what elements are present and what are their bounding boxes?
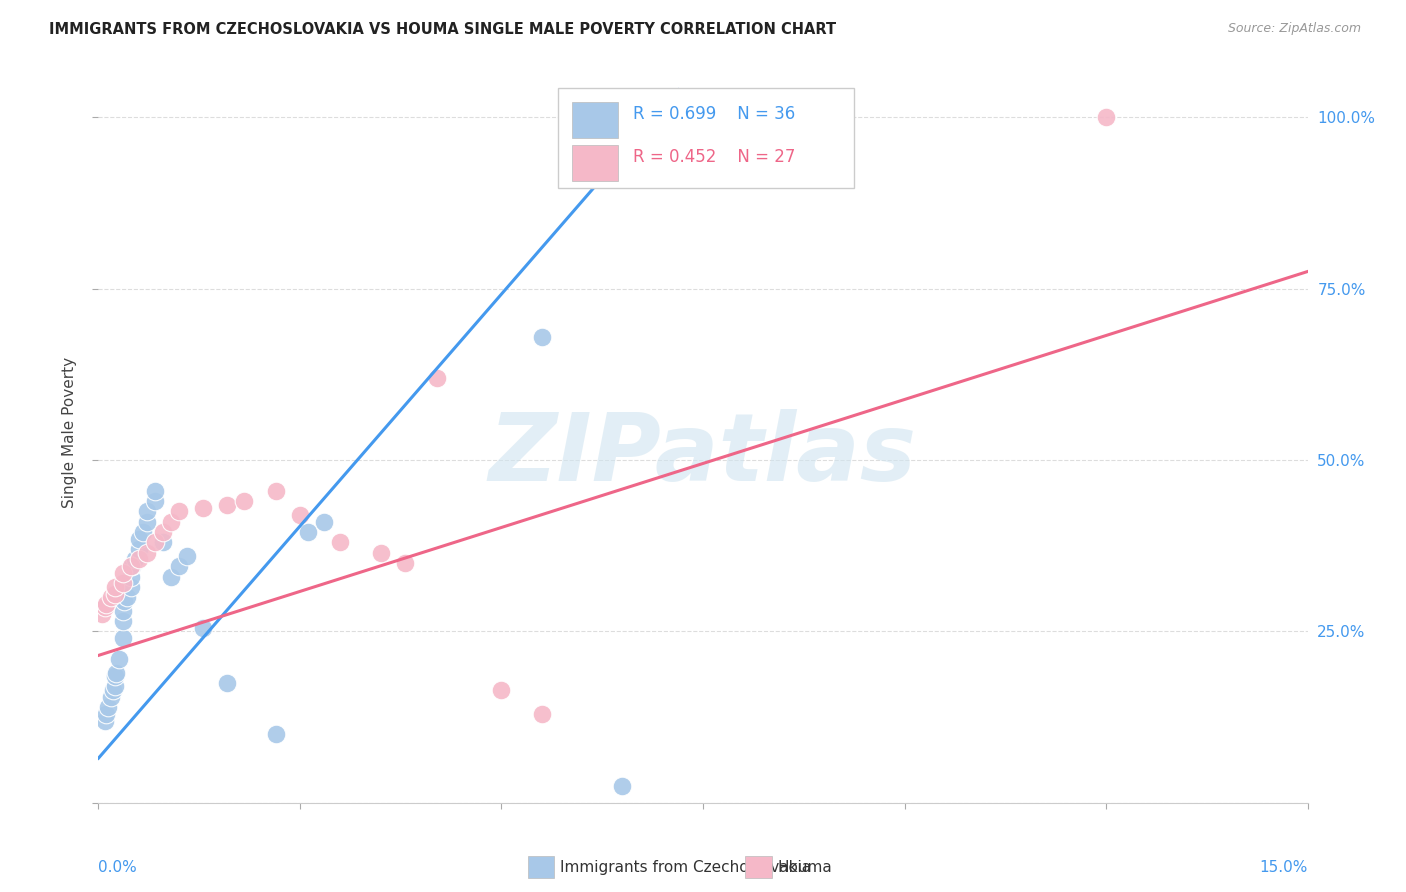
Point xyxy=(160,569,183,583)
Point xyxy=(288,508,311,522)
Point xyxy=(128,542,150,557)
Point xyxy=(143,483,166,498)
Point xyxy=(121,559,143,574)
Point xyxy=(612,779,634,793)
Point xyxy=(160,515,183,529)
Point xyxy=(135,545,157,559)
Point xyxy=(105,665,128,680)
Point xyxy=(96,706,118,721)
Text: Source: ZipAtlas.com: Source: ZipAtlas.com xyxy=(1227,22,1361,36)
FancyBboxPatch shape xyxy=(558,88,855,188)
Point xyxy=(167,504,190,518)
Point xyxy=(97,699,120,714)
Text: ZIPatlas: ZIPatlas xyxy=(489,409,917,500)
Point xyxy=(135,504,157,518)
Point xyxy=(96,597,118,611)
Text: 0.0%: 0.0% xyxy=(98,860,138,875)
Point xyxy=(103,587,125,601)
Point xyxy=(152,535,174,549)
Point xyxy=(176,549,198,563)
Point xyxy=(100,590,122,604)
Point xyxy=(232,494,254,508)
Point xyxy=(103,679,125,693)
Point xyxy=(107,652,129,666)
Point xyxy=(426,371,449,385)
Point xyxy=(297,524,319,539)
Text: Immigrants from Czechoslovakia: Immigrants from Czechoslovakia xyxy=(561,860,811,875)
Point xyxy=(143,535,166,549)
FancyBboxPatch shape xyxy=(527,856,554,879)
Point xyxy=(152,524,174,539)
Text: IMMIGRANTS FROM CZECHOSLOVAKIA VS HOUMA SINGLE MALE POVERTY CORRELATION CHART: IMMIGRANTS FROM CZECHOSLOVAKIA VS HOUMA … xyxy=(49,22,837,37)
Point xyxy=(167,559,190,574)
FancyBboxPatch shape xyxy=(745,856,772,879)
Point xyxy=(94,600,117,615)
Point xyxy=(329,535,352,549)
Point xyxy=(132,524,155,539)
Point xyxy=(111,604,134,618)
Point xyxy=(101,682,124,697)
Point xyxy=(100,690,122,704)
Point xyxy=(1095,110,1118,124)
Point xyxy=(94,714,117,728)
Point xyxy=(128,552,150,566)
Point xyxy=(111,576,134,591)
Point xyxy=(103,580,125,594)
Text: R = 0.699    N = 36: R = 0.699 N = 36 xyxy=(633,105,796,123)
Point xyxy=(491,682,513,697)
Point xyxy=(264,727,287,741)
Point xyxy=(120,580,142,594)
Point xyxy=(124,552,146,566)
Point xyxy=(112,593,135,607)
FancyBboxPatch shape xyxy=(572,103,619,138)
Point xyxy=(217,498,239,512)
Text: Houma: Houma xyxy=(778,860,832,875)
FancyBboxPatch shape xyxy=(572,145,619,181)
Point xyxy=(111,566,134,581)
Point xyxy=(530,329,553,343)
Text: R = 0.452    N = 27: R = 0.452 N = 27 xyxy=(633,148,796,166)
Point xyxy=(530,706,553,721)
Point xyxy=(111,614,134,628)
Y-axis label: Single Male Poverty: Single Male Poverty xyxy=(62,357,77,508)
Point xyxy=(115,590,138,604)
Text: 15.0%: 15.0% xyxy=(1260,860,1308,875)
Point xyxy=(264,483,287,498)
Point xyxy=(120,569,142,583)
Point xyxy=(111,632,134,646)
Point xyxy=(193,621,215,635)
Point xyxy=(193,501,215,516)
Point xyxy=(394,556,416,570)
Point xyxy=(128,532,150,546)
Point xyxy=(370,545,392,559)
Point xyxy=(120,559,142,574)
Point xyxy=(91,607,114,622)
Point xyxy=(143,494,166,508)
Point xyxy=(314,515,336,529)
Point xyxy=(103,669,125,683)
Point xyxy=(217,676,239,690)
Point xyxy=(135,515,157,529)
